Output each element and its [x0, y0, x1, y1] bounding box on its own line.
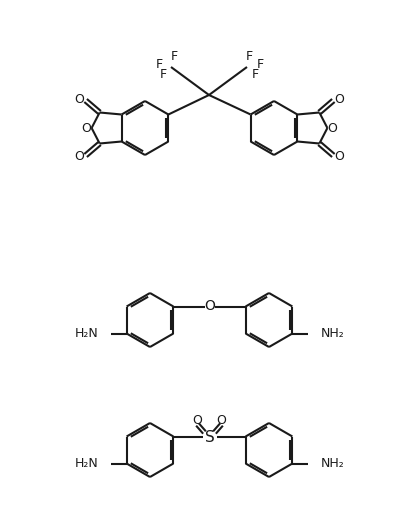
Text: F: F: [246, 50, 253, 64]
Text: F: F: [160, 69, 167, 81]
Text: F: F: [171, 50, 178, 64]
Text: NH₂: NH₂: [321, 327, 344, 340]
Text: O: O: [75, 93, 85, 106]
Text: O: O: [82, 122, 92, 134]
Text: O: O: [204, 299, 215, 314]
Text: O: O: [193, 414, 202, 427]
Text: O: O: [327, 122, 337, 134]
Text: S: S: [204, 430, 215, 445]
Text: NH₂: NH₂: [321, 457, 344, 470]
Text: F: F: [251, 69, 259, 81]
Text: O: O: [334, 93, 344, 106]
Text: F: F: [155, 58, 163, 71]
Text: F: F: [256, 58, 264, 71]
Text: H₂N: H₂N: [75, 457, 98, 470]
Text: H₂N: H₂N: [75, 327, 98, 340]
Text: O: O: [334, 150, 344, 163]
Text: O: O: [75, 150, 85, 163]
Text: O: O: [217, 414, 226, 427]
